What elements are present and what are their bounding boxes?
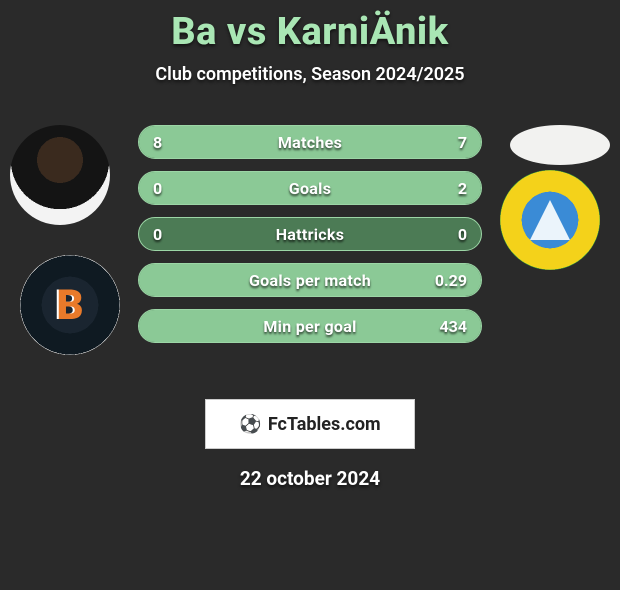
stat-value-right: 0 [444,218,481,250]
brand-attribution: ⚽ FcTables.com [205,399,415,449]
brand-text: FcTables.com [268,414,381,435]
soccer-icon: ⚽ [239,414,261,435]
subtitle: Club competitions, Season 2024/2025 [0,64,620,85]
comparison-panel: B 8Matches7 0Goals2 0Hattricks0 Goals per m… [0,115,620,375]
stat-row: 0Hattricks0 [138,217,482,251]
stat-row: Goals per match0.29 [138,263,482,297]
stat-row: 8Matches7 [138,125,482,159]
stat-bar-right [139,310,481,342]
club-left-badge: B [20,255,120,355]
stat-row: 0Goals2 [138,171,482,205]
stats-list: 8Matches7 0Goals2 0Hattricks0 Goals per mat… [138,125,482,355]
stat-label: Hattricks [139,218,481,250]
stat-bar-right [320,126,481,158]
stat-bar-right [139,264,481,296]
stat-bar-left [139,126,320,158]
player-left-avatar [10,125,110,225]
stat-value-left: 0 [139,218,176,250]
stat-row: Min per goal434 [138,309,482,343]
date-stamp: 22 october 2024 [0,467,620,490]
stat-bar-right [139,172,481,204]
page-title: Ba vs KarniÄnik [0,10,620,54]
player-right-avatar [510,125,610,165]
club-right-badge [500,170,600,270]
